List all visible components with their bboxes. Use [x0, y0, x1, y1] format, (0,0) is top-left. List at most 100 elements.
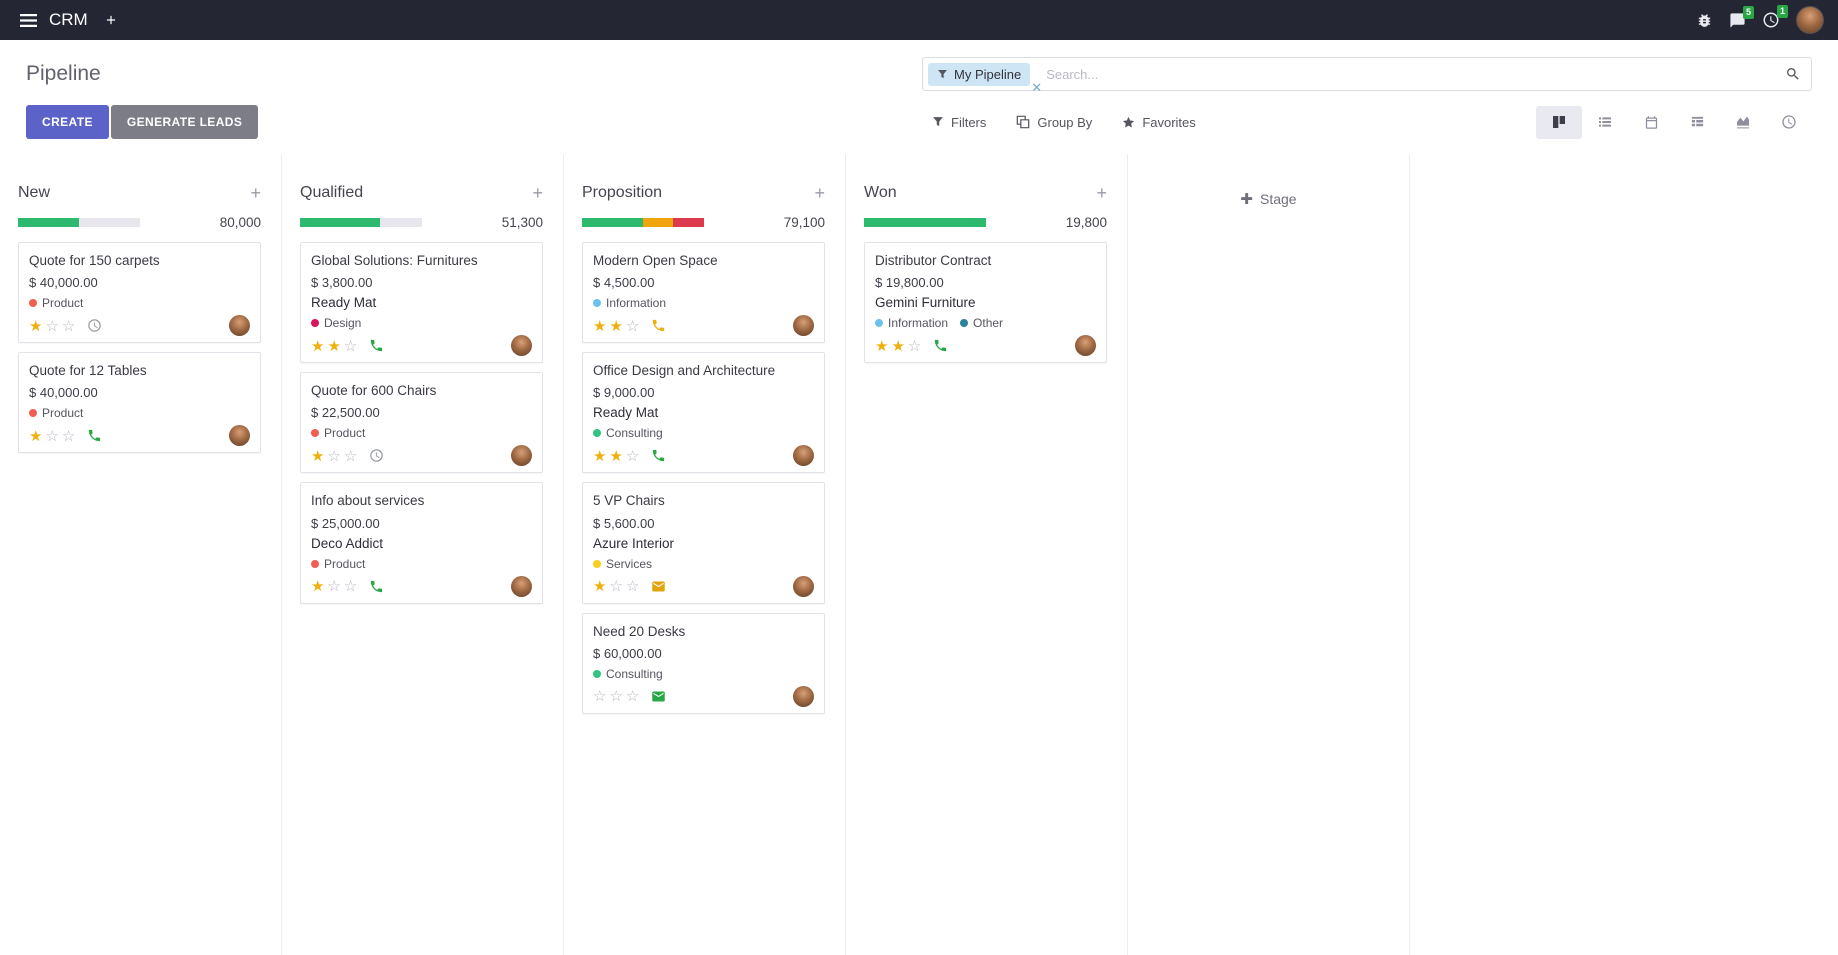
- kanban-card[interactable]: Quote for 600 Chairs $ 22,500.00 Product…: [300, 372, 543, 474]
- view-graph-button[interactable]: [1720, 106, 1766, 139]
- star-filled-icon[interactable]: ★: [29, 317, 43, 335]
- activity-phone-icon[interactable]: [651, 318, 666, 333]
- star-empty-icon[interactable]: ☆: [45, 317, 59, 335]
- star-empty-icon[interactable]: ☆: [343, 578, 358, 596]
- column-progressbar[interactable]: [18, 218, 140, 227]
- app-name[interactable]: CRM: [49, 10, 88, 29]
- star-empty-icon[interactable]: ☆: [625, 578, 640, 596]
- column-progressbar[interactable]: [864, 218, 986, 227]
- card-avatar[interactable]: [793, 315, 814, 337]
- column-title[interactable]: Proposition: [582, 184, 663, 201]
- search-bar[interactable]: My Pipeline ✕: [922, 57, 1812, 95]
- kanban-card[interactable]: Office Design and Architecture $ 9,000.0…: [582, 352, 825, 474]
- star-filled-icon[interactable]: ★: [593, 447, 607, 465]
- menu-toggle-button[interactable]: [14, 8, 43, 33]
- progress-segment-success[interactable]: [864, 218, 986, 227]
- kanban-card[interactable]: Info about services $ 25,000.00 Deco Add…: [300, 482, 543, 604]
- column-title[interactable]: Won: [864, 184, 897, 201]
- kanban-card[interactable]: Quote for 150 carpets $ 40,000.00 Produc…: [18, 242, 261, 344]
- star-filled-icon[interactable]: ★: [593, 578, 607, 596]
- activity-envelope-icon[interactable]: [651, 579, 666, 594]
- kanban-card[interactable]: Global Solutions: Furnitures $ 3,800.00 …: [300, 242, 543, 364]
- create-button[interactable]: CREATE: [26, 105, 109, 139]
- column-quick-create-button[interactable]: +: [532, 183, 543, 203]
- star-filled-icon[interactable]: ★: [311, 337, 325, 355]
- star-filled-icon[interactable]: ★: [609, 317, 623, 335]
- star-empty-icon[interactable]: ☆: [625, 317, 640, 335]
- stage-add-column[interactable]: ✚ Stage: [1128, 154, 1410, 955]
- user-avatar[interactable]: [1796, 6, 1824, 34]
- favorites-menu-button[interactable]: Favorites: [1122, 115, 1196, 130]
- progress-segment-warning[interactable]: [642, 218, 674, 227]
- star-empty-icon[interactable]: ☆: [343, 447, 358, 465]
- activity-phone-icon[interactable]: [369, 338, 384, 353]
- star-empty-icon[interactable]: ☆: [327, 578, 341, 596]
- card-avatar[interactable]: [511, 445, 532, 467]
- progress-segment-success[interactable]: [18, 218, 79, 227]
- star-empty-icon[interactable]: ☆: [625, 447, 640, 465]
- kanban-card[interactable]: Distributor Contract $ 19,800.00 Gemini …: [864, 242, 1107, 364]
- star-empty-icon[interactable]: ☆: [45, 427, 59, 445]
- column-quick-create-button[interactable]: +: [250, 183, 261, 203]
- debug-button[interactable]: [1696, 12, 1713, 29]
- card-avatar[interactable]: [793, 685, 814, 707]
- star-filled-icon[interactable]: ★: [29, 427, 43, 445]
- column-progressbar[interactable]: [582, 218, 704, 227]
- view-calendar-button[interactable]: [1628, 106, 1674, 139]
- kanban-card[interactable]: Need 20 Desks $ 60,000.00 Consulting ☆ ☆ ☆: [582, 612, 825, 714]
- star-empty-icon[interactable]: ☆: [327, 447, 341, 465]
- card-avatar[interactable]: [229, 315, 250, 337]
- star-empty-icon[interactable]: ☆: [609, 688, 623, 706]
- view-pivot-button[interactable]: [1674, 106, 1720, 139]
- star-empty-icon[interactable]: ☆: [61, 317, 76, 335]
- star-filled-icon[interactable]: ★: [311, 578, 325, 596]
- search-input[interactable]: [1046, 66, 1785, 82]
- card-avatar[interactable]: [511, 335, 532, 357]
- activity-phone-icon[interactable]: [933, 338, 948, 353]
- column-progressbar[interactable]: [300, 218, 422, 227]
- kanban-card[interactable]: Quote for 12 Tables $ 40,000.00 Product …: [18, 352, 261, 454]
- search-facet[interactable]: My Pipeline ✕: [928, 62, 1042, 95]
- kanban-card[interactable]: Modern Open Space $ 4,500.00 Information…: [582, 242, 825, 344]
- activity-envelope-icon[interactable]: [651, 689, 666, 704]
- facet-remove-icon[interactable]: ✕: [1031, 79, 1043, 95]
- filters-menu-button[interactable]: Filters: [932, 115, 986, 130]
- star-empty-icon[interactable]: ☆: [625, 688, 640, 706]
- activity-clock-icon[interactable]: [87, 318, 102, 333]
- topbar-add-button[interactable]: [98, 7, 124, 33]
- star-filled-icon[interactable]: ★: [327, 337, 341, 355]
- kanban-card[interactable]: 5 VP Chairs $ 5,600.00 Azure Interior Se…: [582, 482, 825, 604]
- card-avatar[interactable]: [229, 425, 250, 447]
- activity-phone-icon[interactable]: [651, 448, 666, 463]
- column-title[interactable]: New: [18, 184, 51, 201]
- star-empty-icon[interactable]: ☆: [593, 688, 607, 706]
- messages-button[interactable]: 5: [1729, 5, 1754, 29]
- star-empty-icon[interactable]: ☆: [61, 427, 76, 445]
- column-quick-create-button[interactable]: +: [814, 183, 825, 203]
- view-list-button[interactable]: [1582, 106, 1628, 139]
- card-avatar[interactable]: [1075, 335, 1096, 357]
- group-by-menu-button[interactable]: Group By: [1016, 115, 1092, 130]
- progress-segment-success[interactable]: [300, 218, 381, 227]
- column-quick-create-button[interactable]: +: [1096, 183, 1107, 203]
- star-filled-icon[interactable]: ★: [311, 447, 325, 465]
- star-empty-icon[interactable]: ☆: [609, 578, 623, 596]
- activity-phone-icon[interactable]: [87, 428, 102, 443]
- star-filled-icon[interactable]: ★: [875, 337, 889, 355]
- view-activity-button[interactable]: [1766, 106, 1812, 139]
- progress-segment-success[interactable]: [582, 218, 643, 227]
- activity-clock-icon[interactable]: [369, 448, 384, 463]
- card-avatar[interactable]: [793, 445, 814, 467]
- activities-button[interactable]: 1: [1762, 5, 1788, 29]
- search-icon[interactable]: [1785, 66, 1801, 82]
- progress-segment-danger[interactable]: [673, 218, 704, 227]
- star-filled-icon[interactable]: ★: [891, 337, 905, 355]
- star-filled-icon[interactable]: ★: [609, 447, 623, 465]
- card-avatar[interactable]: [511, 575, 532, 597]
- star-empty-icon[interactable]: ☆: [343, 337, 358, 355]
- star-filled-icon[interactable]: ★: [593, 317, 607, 335]
- view-kanban-button[interactable]: [1536, 105, 1582, 139]
- star-empty-icon[interactable]: ☆: [907, 337, 922, 355]
- card-avatar[interactable]: [793, 575, 814, 597]
- generate-leads-button[interactable]: GENERATE LEADS: [110, 105, 259, 139]
